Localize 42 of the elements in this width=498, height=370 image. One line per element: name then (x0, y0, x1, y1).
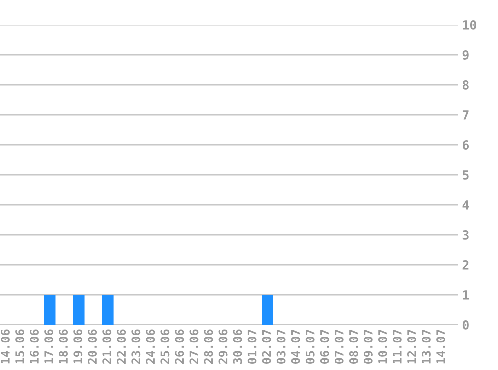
y-tick-label: 3 (462, 230, 469, 240)
x-tick-label: 21.06 (102, 330, 112, 364)
x-tick-label: 17.06 (44, 330, 54, 364)
x-tick-label: 13.07 (422, 330, 431, 364)
x-tick-label: 20.06 (88, 330, 98, 364)
x-tick-label: 05.07 (306, 330, 315, 364)
y-tick-label: 2 (462, 260, 469, 270)
x-tick-label: 18.06 (59, 330, 68, 364)
x-tick-label: 16.06 (30, 330, 39, 364)
y-tick-label: 10 (463, 20, 476, 30)
y-tick-label: 8 (462, 80, 469, 90)
y-tick-label: 9 (462, 50, 469, 60)
x-tick-label: 27.06 (190, 330, 199, 364)
x-tick-label: 03.07 (276, 330, 286, 364)
x-tick-label: 10.07 (378, 330, 388, 364)
x-tick-label: 02.07 (262, 330, 272, 364)
x-tick-label: 29.06 (218, 330, 228, 364)
x-tick-label: 14.07 (436, 330, 446, 364)
x-tick-label: 24.06 (146, 330, 156, 364)
x-tick-label: 26.06 (175, 330, 184, 364)
x-tick-label: 22.06 (117, 330, 126, 364)
y-tick-label: 1 (463, 290, 470, 300)
y-tick-label: 7 (462, 110, 469, 120)
x-tick-label: 07.07 (334, 330, 344, 364)
y-tick-label: 4 (462, 200, 470, 210)
y-tick-label: 6 (462, 140, 470, 150)
x-tick-label: 11.07 (392, 330, 402, 364)
x-tick-label: 08.07 (349, 330, 358, 364)
x-tick-label: 09.07 (364, 330, 373, 364)
x-tick-label: 14.06 (1, 330, 10, 364)
x-tick-label: 28.06 (204, 330, 214, 364)
x-tick-label: 06.07 (320, 330, 330, 364)
y-tick-label: 5 (463, 170, 469, 180)
x-tick-label: 19.06 (74, 330, 83, 364)
x-tick-label: 15.06 (16, 330, 24, 364)
x-tick-label: 01.07 (248, 330, 257, 364)
x-tick-label: 25.06 (160, 330, 170, 364)
y-tick-label: 0 (462, 320, 469, 330)
x-tick-label: 23.06 (132, 330, 141, 364)
x-tick-label: 04.07 (291, 330, 300, 364)
x-tick-label: 12.07 (407, 330, 416, 364)
x-tick-label: 30.06 (233, 330, 242, 364)
